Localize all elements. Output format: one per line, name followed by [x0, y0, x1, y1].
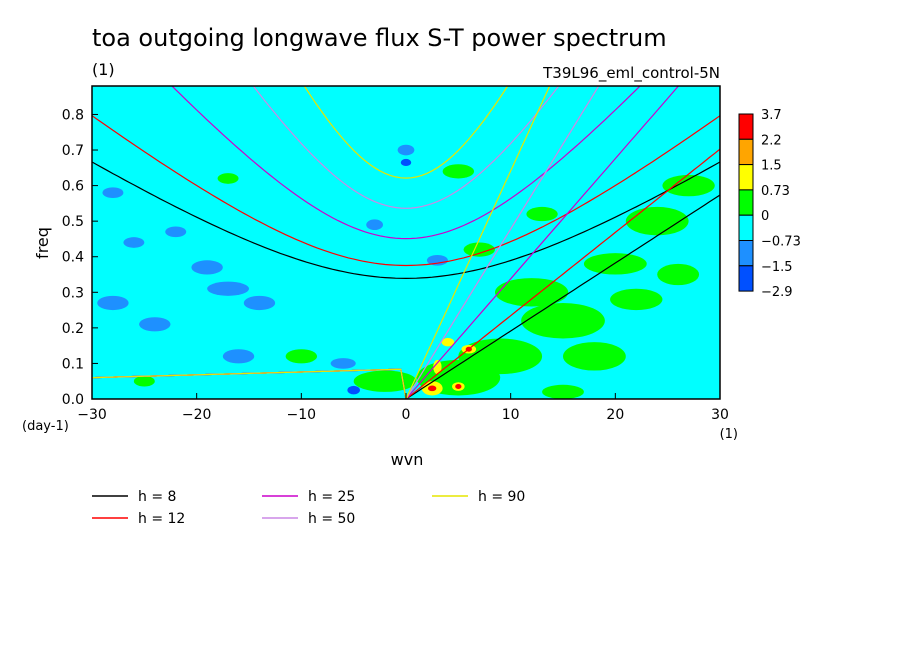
contour-blob-dark	[347, 385, 360, 395]
contour-blob-green	[133, 375, 155, 387]
x-tick-label: −30	[77, 407, 107, 423]
y-tick-label: 0.4	[62, 250, 84, 266]
colorbar-label: −2.9	[761, 285, 793, 300]
x-tick-label: 0	[402, 407, 411, 423]
y-axis: 0.0 0.1 0.2 0.3 0.4 0.5 0.6 0.7 0.8	[62, 107, 98, 408]
y-tick-label: 0.0	[62, 392, 84, 408]
colorbar-label: −1.5	[761, 260, 793, 275]
y-tick-label: 0.7	[62, 143, 84, 159]
legend-label: h = 50	[308, 511, 355, 527]
colorbar: 3.7 2.2 1.5 0.73 0 −0.73 −1.5 −2.9	[738, 108, 801, 300]
colorbar-label: −0.73	[761, 235, 801, 250]
contour-blob-green	[526, 206, 558, 222]
contour-blob-green	[442, 164, 475, 179]
y-axis-label: freq	[33, 227, 52, 259]
y-tick-label: 0.1	[62, 356, 84, 372]
x-tick-label: −10	[287, 407, 317, 423]
contour-blob-green	[542, 384, 584, 399]
y-tick-label: 0.2	[62, 321, 84, 337]
colorbar-label: 1.5	[761, 159, 782, 174]
y-unit-label: (day-1)	[22, 419, 69, 434]
contour-blob-red	[455, 384, 462, 390]
y-tick-label: 0.8	[62, 107, 84, 123]
x-tick-label: 10	[502, 407, 520, 423]
contour-blob-dark	[400, 158, 412, 167]
legend-label: h = 90	[478, 489, 525, 505]
dispersion-curves	[92, 86, 720, 399]
ig-curve-h50	[252, 86, 560, 209]
contour-blob-green	[662, 174, 715, 197]
contour-blob-red	[427, 385, 437, 392]
ig-curve-h90	[303, 86, 509, 179]
legend-label: h = 25	[308, 489, 355, 505]
x-tick-label: 20	[606, 407, 624, 423]
contour-blob-blue	[97, 295, 129, 311]
x-axis: −30 −20 −10 0 10 20 30	[77, 393, 729, 423]
colorbar-label: 3.7	[761, 108, 782, 123]
y-tick-label: 0.3	[62, 285, 84, 301]
contour-blob-blue	[366, 219, 383, 231]
colorbar-swatch	[738, 214, 754, 241]
contour-blob-blue	[123, 237, 145, 248]
colorbar-swatch	[738, 113, 754, 140]
contour-blob-blue	[330, 358, 356, 369]
colorbar-swatch	[738, 265, 754, 292]
contour-blob-green	[353, 370, 417, 392]
legend-label: h = 12	[138, 511, 185, 527]
x-tick-label: 30	[711, 407, 729, 423]
colorbar-swatch	[738, 240, 754, 267]
colorbar-swatch	[738, 189, 754, 216]
contour-blob-blue	[102, 187, 124, 199]
contour-blob-green	[657, 263, 700, 286]
contour-blob-blue	[243, 295, 276, 311]
colorbar-swatch	[738, 164, 754, 191]
contour-blob-blue	[222, 349, 255, 364]
contour-blob-green	[463, 242, 495, 257]
plot-background	[92, 86, 720, 399]
contour-blob-yellow	[433, 359, 442, 375]
legend-label: h = 8	[138, 489, 176, 505]
contour-blob-green	[610, 288, 663, 311]
contour-blob-blue	[426, 254, 448, 266]
contour-blob-green	[563, 342, 626, 371]
contour-blob-yellow	[441, 337, 455, 347]
x-tick-label: −20	[182, 407, 212, 423]
contour-blob-blue	[165, 226, 187, 238]
legend: h = 8 h = 12 h = 25 h = 50 h = 90	[92, 489, 525, 527]
contour-blob-green	[217, 173, 239, 184]
ig-curve-h8	[92, 161, 720, 280]
colorbar-label: 0	[761, 209, 769, 224]
contour-fill-layer	[97, 144, 715, 399]
colorbar-label: 2.2	[761, 133, 782, 148]
x-unit-label: (1)	[720, 427, 738, 442]
colorbar-label: 0.73	[761, 184, 790, 199]
ig-curve-h25	[171, 86, 641, 240]
contour-blob-blue	[207, 281, 249, 296]
chart-title: toa outgoing longwave flux S-T power spe…	[92, 24, 667, 52]
contour-blob-green	[583, 253, 647, 275]
contour-blob-green	[494, 278, 569, 307]
colorbar-swatch	[738, 138, 754, 166]
contour-blob-green	[521, 302, 605, 339]
run-label: T39L96_eml_control-5N	[542, 64, 720, 83]
contour-blob-green	[285, 349, 318, 364]
y-tick-label: 0.5	[62, 214, 84, 230]
contour-blob-blue	[139, 317, 171, 332]
contour-blob-green	[625, 206, 689, 236]
contour-blob-blue	[397, 144, 415, 156]
y-tick-label: 0.6	[62, 179, 84, 195]
x-axis-label: wvn	[391, 450, 424, 469]
kelvin-curve-h90	[92, 86, 551, 399]
contour-blob-blue	[191, 260, 223, 275]
ig-curve-h12	[92, 115, 720, 267]
units-label: (1)	[92, 60, 115, 79]
